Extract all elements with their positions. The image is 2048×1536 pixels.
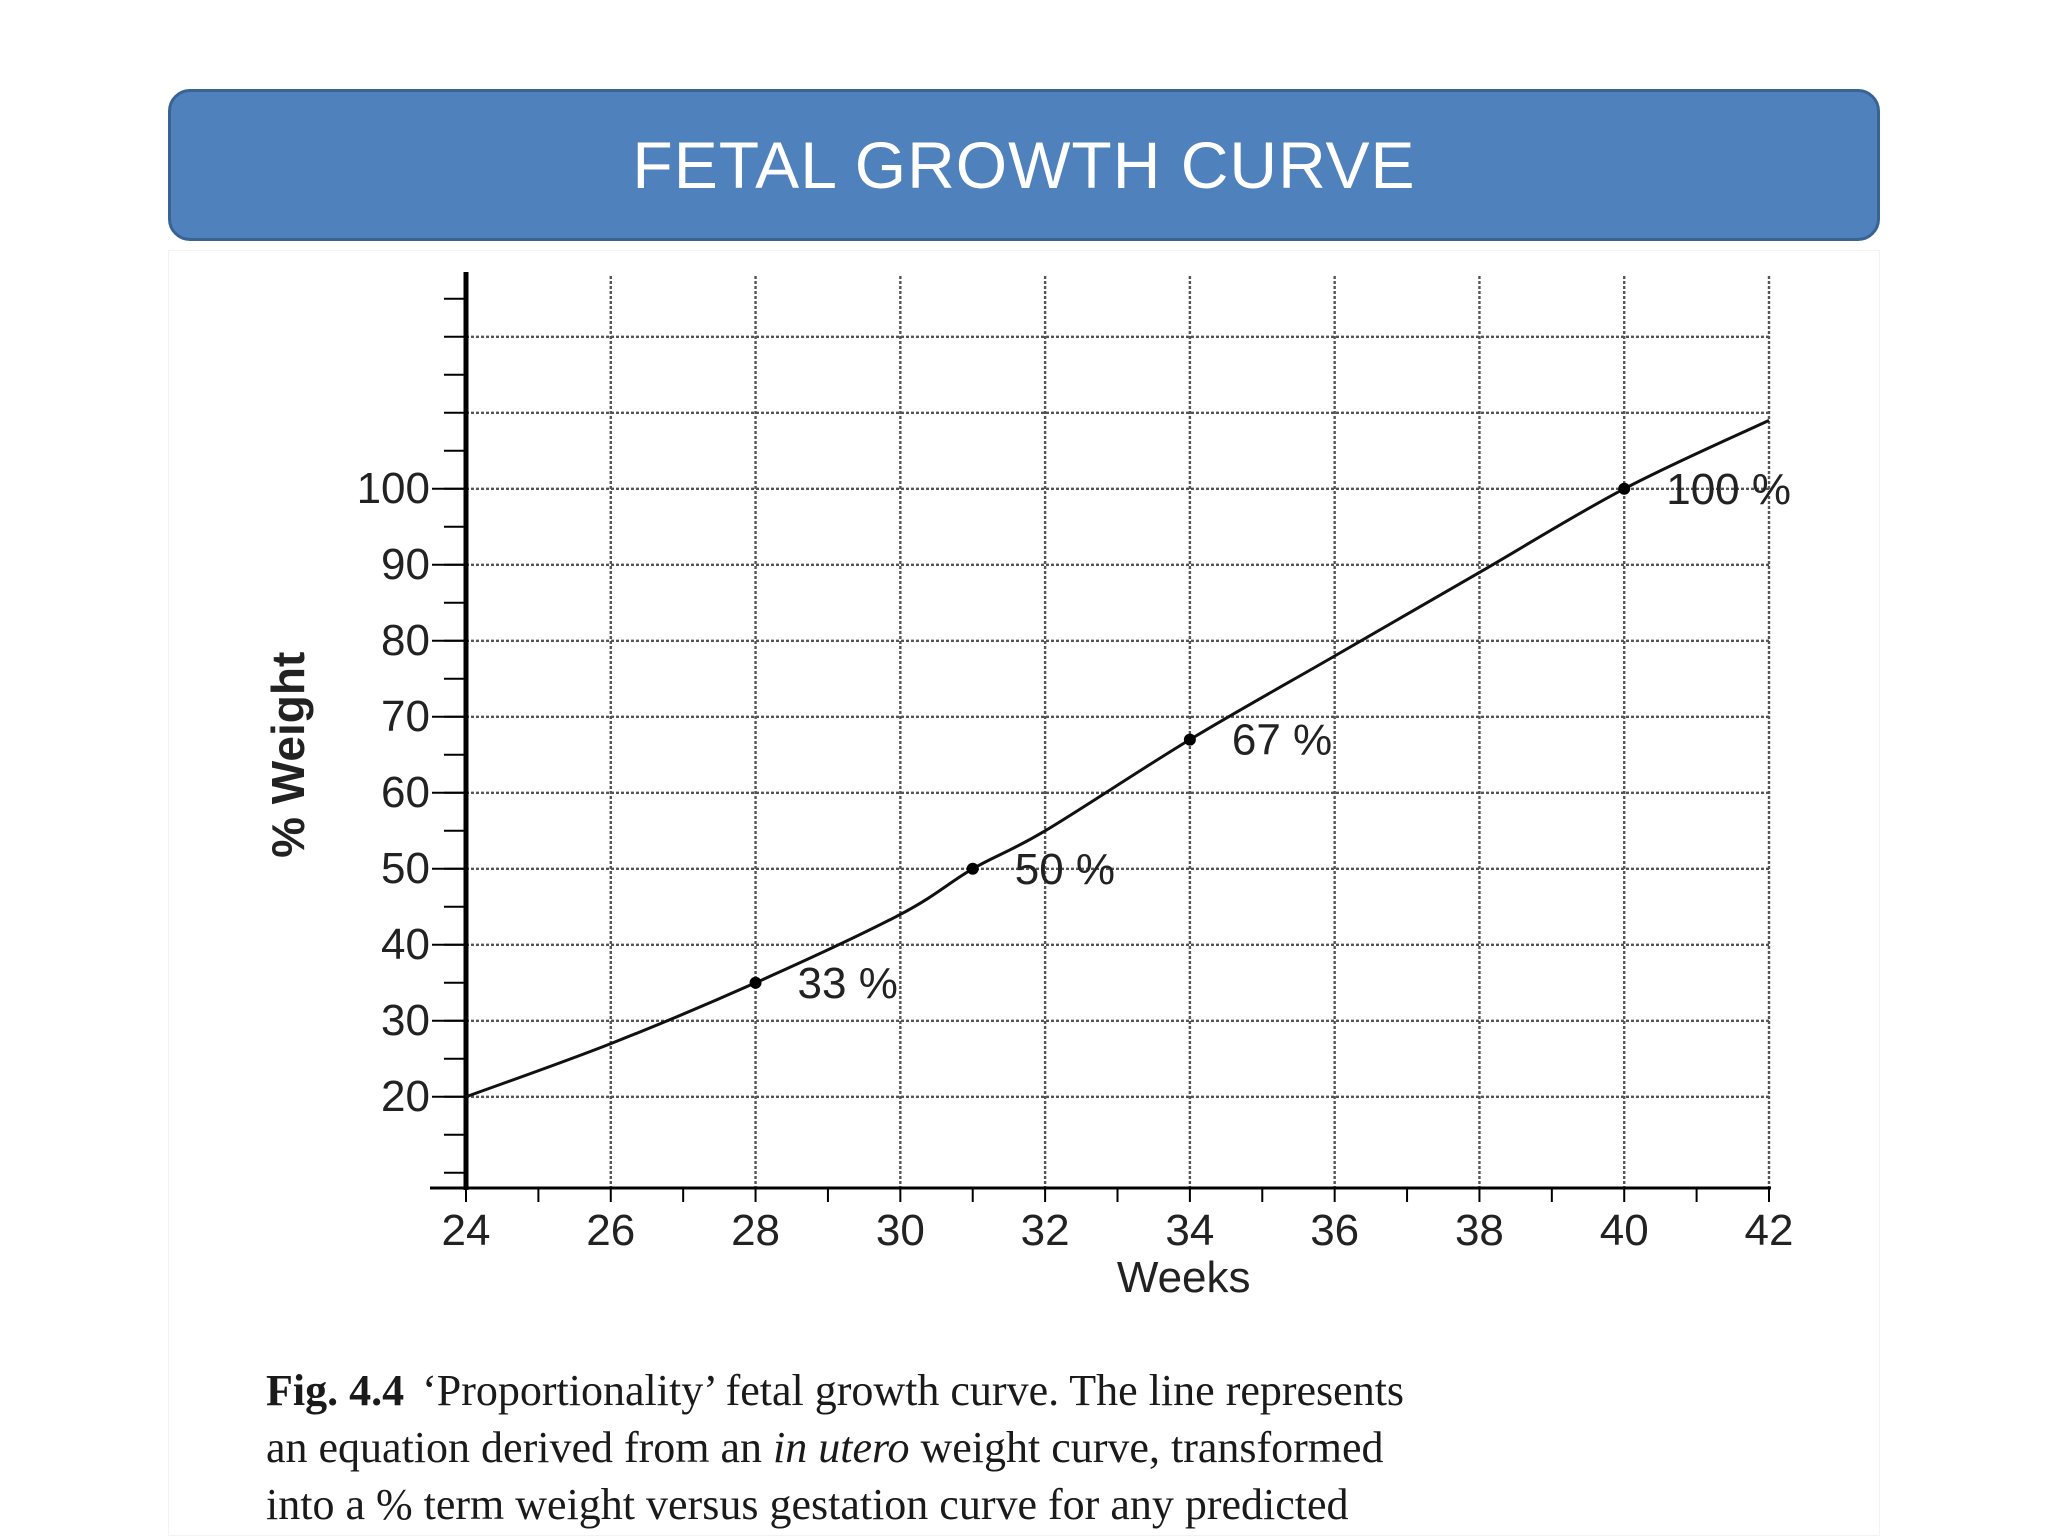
caption-line-1: Fig. 4.4 ‘Proportionality’ fetal growth c… xyxy=(266,1362,1826,1419)
caption-line-2-italic: in utero xyxy=(773,1423,910,1472)
y-tick-label: 70 xyxy=(381,692,430,741)
caption-line-2: an equation derived from an in utero wei… xyxy=(266,1419,1826,1476)
y-tick-label: 30 xyxy=(381,996,430,1045)
caption-line-3: into a % term weight versus gestation cu… xyxy=(266,1480,1349,1529)
y-tick-label: 20 xyxy=(381,1072,430,1121)
title-banner: FETAL GROWTH CURVE xyxy=(168,89,1880,241)
caption-figure-label: Fig. 4.4 xyxy=(266,1366,405,1415)
x-tick-label: 40 xyxy=(1600,1206,1649,1255)
x-tick-label: 38 xyxy=(1455,1206,1504,1255)
figure-caption: Fig. 4.4 ‘Proportionality’ fetal growth c… xyxy=(266,1362,1826,1533)
y-tick-label: 40 xyxy=(381,920,430,969)
caption-line-1-text: ‘Proportionality’ fetal growth curve. Th… xyxy=(422,1366,1405,1415)
figure-area: 20 30 40 50 60 70 80 90 100 24 26 28 30 32 34 36 38 40 42 W… xyxy=(168,250,1880,1536)
x-tick-label: 24 xyxy=(442,1206,491,1255)
y-tick-label: 90 xyxy=(381,540,430,589)
x-tick-label: 30 xyxy=(876,1206,925,1255)
x-tick-label: 34 xyxy=(1165,1206,1214,1255)
fetal-growth-chart: 20 30 40 50 60 70 80 90 100 24 26 28 30 32 34 36 38 40 42 W… xyxy=(262,272,1794,1302)
x-tick-label: 32 xyxy=(1021,1206,1070,1255)
caption-line-2-text-b: weight curve, transformed xyxy=(909,1423,1384,1472)
y-tick-label: 50 xyxy=(381,844,430,893)
x-tick-label: 26 xyxy=(586,1206,635,1255)
data-point xyxy=(1183,733,1196,746)
data-point-label: 33 % xyxy=(798,959,898,1008)
y-axis-title: % Weight xyxy=(262,652,314,858)
y-tick-label: 60 xyxy=(381,768,430,817)
data-point xyxy=(966,862,979,875)
x-tick-label: 28 xyxy=(731,1206,780,1255)
growth-curve-line xyxy=(465,419,1770,1099)
x-axis-title: Weeks xyxy=(1117,1253,1251,1302)
caption-line-2-text-a: an equation derived from an xyxy=(266,1423,774,1472)
data-point-label: 67 % xyxy=(1232,716,1332,765)
data-point xyxy=(1618,482,1631,495)
data-point xyxy=(749,976,762,989)
data-point-label: 50 % xyxy=(1015,845,1115,894)
slide-title: FETAL GROWTH CURVE xyxy=(632,128,1416,202)
data-point-label: 100 % xyxy=(1666,465,1791,514)
x-tick-label: 42 xyxy=(1745,1206,1794,1255)
y-tick-label: 80 xyxy=(381,616,430,665)
x-tick-label: 36 xyxy=(1310,1206,1359,1255)
y-tick-label: 100 xyxy=(357,464,430,513)
